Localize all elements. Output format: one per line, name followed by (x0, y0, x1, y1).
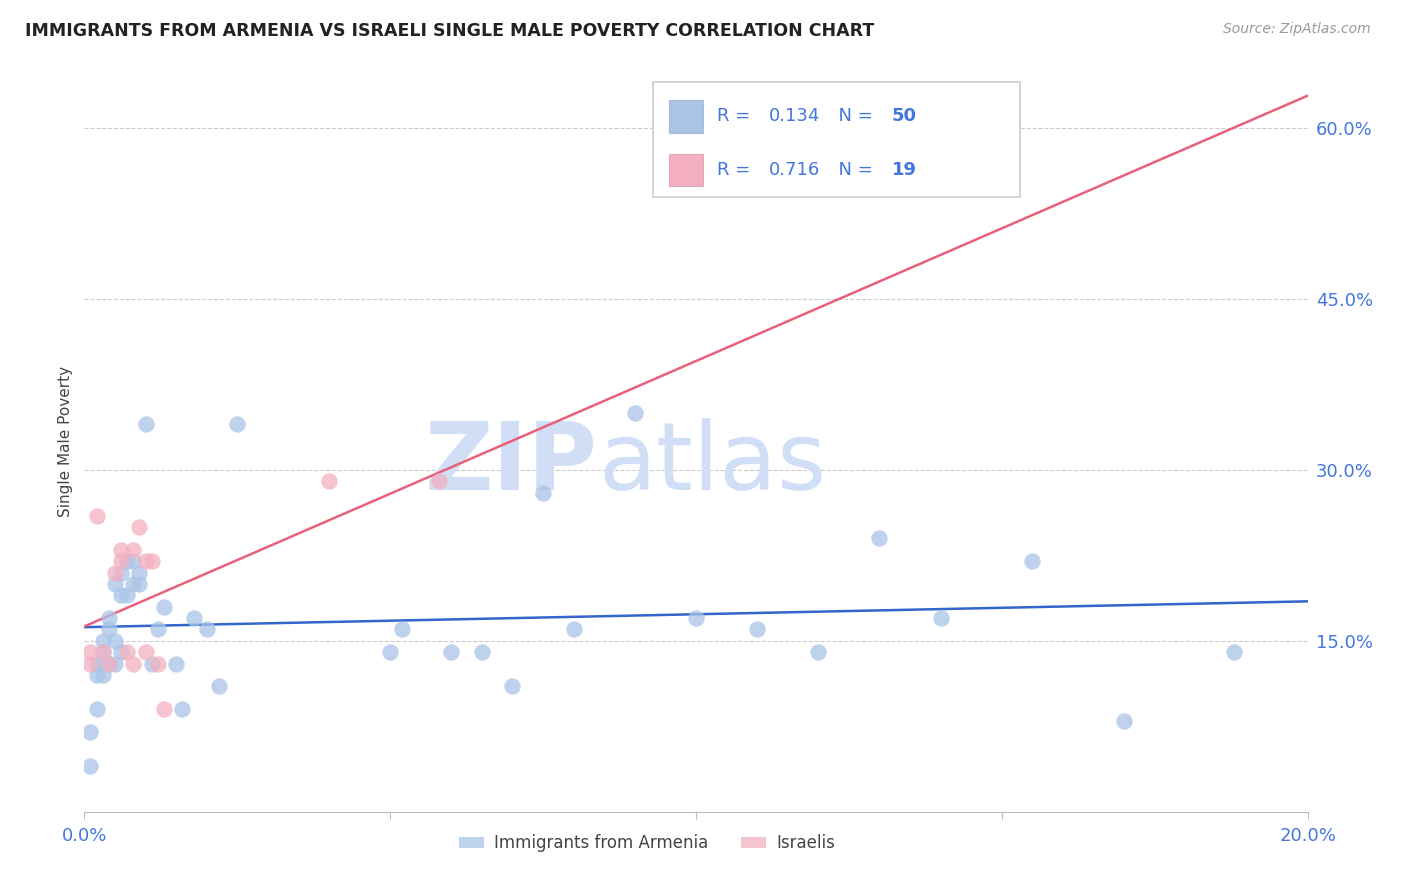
Point (128, 577, 150, 591)
Point (318, 475, 340, 489)
Point (685, 611, 707, 625)
Point (128, 566, 150, 580)
Point (1114, 714, 1136, 728)
Point (110, 645, 132, 659)
Point (91, 645, 114, 659)
Point (471, 645, 494, 659)
Text: 0.716: 0.716 (769, 161, 821, 179)
Point (380, 645, 402, 659)
Point (91, 657, 114, 671)
Point (440, 645, 463, 659)
Point (86, 702, 108, 716)
Point (110, 554, 132, 568)
Point (97, 611, 120, 625)
Point (110, 542, 132, 557)
Text: 19: 19 (891, 161, 917, 179)
Point (172, 702, 194, 716)
Text: N =: N = (827, 107, 879, 125)
Text: R =: R = (717, 107, 756, 125)
Point (427, 475, 450, 489)
Point (153, 599, 176, 614)
Point (79, 645, 101, 659)
Point (208, 680, 231, 694)
Text: IMMIGRANTS FROM ARMENIA VS ISRAELI SINGLE MALE POVERTY CORRELATION CHART: IMMIGRANTS FROM ARMENIA VS ISRAELI SINGL… (25, 22, 875, 40)
Point (1223, 645, 1246, 659)
Point (104, 577, 127, 591)
Point (97, 657, 120, 671)
FancyBboxPatch shape (654, 82, 1021, 197)
Point (122, 577, 145, 591)
Point (79, 725, 101, 739)
Point (135, 554, 157, 568)
Y-axis label: Single Male Poverty: Single Male Poverty (58, 366, 73, 517)
Point (141, 554, 163, 568)
Point (86, 668, 108, 682)
Point (122, 542, 145, 557)
Point (195, 623, 218, 637)
Point (747, 623, 769, 637)
Point (110, 588, 132, 602)
Point (141, 657, 163, 671)
Point (104, 657, 127, 671)
Text: atlas: atlas (598, 417, 827, 509)
Point (1021, 554, 1043, 568)
Point (562, 623, 585, 637)
Point (391, 623, 413, 637)
Point (165, 657, 187, 671)
Point (128, 520, 150, 534)
Point (183, 611, 205, 625)
Point (104, 633, 127, 648)
Point (115, 645, 138, 659)
Point (97, 623, 120, 637)
Point (97, 657, 120, 671)
Text: 50: 50 (891, 107, 917, 125)
Legend: Immigrants from Armenia, Israelis: Immigrants from Armenia, Israelis (453, 828, 842, 859)
Text: N =: N = (827, 161, 879, 179)
Point (79, 759, 101, 773)
Point (135, 645, 157, 659)
Text: ZIP: ZIP (425, 417, 598, 509)
Point (135, 417, 157, 432)
Text: Source: ZipAtlas.com: Source: ZipAtlas.com (1223, 22, 1371, 37)
Text: R =: R = (717, 161, 756, 179)
Point (115, 554, 138, 568)
Point (110, 566, 132, 580)
Text: 0.134: 0.134 (769, 107, 821, 125)
Point (869, 532, 891, 546)
Point (91, 645, 114, 659)
Point (122, 554, 145, 568)
Point (146, 623, 169, 637)
Point (226, 417, 249, 432)
Point (153, 702, 176, 716)
Point (531, 485, 554, 500)
Point (502, 680, 524, 694)
Point (91, 633, 114, 648)
Point (86, 508, 108, 523)
Point (91, 668, 114, 682)
Bar (669, 100, 703, 133)
Point (115, 588, 138, 602)
Point (807, 645, 830, 659)
Point (122, 657, 145, 671)
Point (929, 611, 952, 625)
Point (86, 657, 108, 671)
Point (146, 657, 169, 671)
Point (624, 406, 647, 420)
Point (104, 566, 127, 580)
Bar (669, 153, 703, 186)
Point (79, 657, 101, 671)
